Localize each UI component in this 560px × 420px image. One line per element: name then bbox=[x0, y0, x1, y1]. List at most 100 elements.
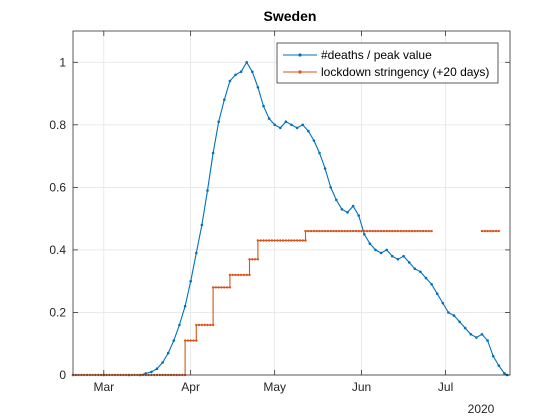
stringency-series-point bbox=[422, 229, 425, 233]
stringency-series-point bbox=[329, 229, 332, 233]
stringency-series-point bbox=[408, 229, 411, 233]
stringency-series-point bbox=[220, 286, 223, 289]
stringency-series-point bbox=[211, 286, 215, 289]
deaths-series-point bbox=[290, 123, 293, 127]
chart-title: Sweden bbox=[264, 8, 317, 24]
stringency-series-point bbox=[237, 273, 240, 277]
deaths-series-point bbox=[155, 367, 159, 371]
stringency-series-point bbox=[354, 229, 358, 233]
y-tick-label: 0.8 bbox=[49, 118, 66, 132]
legend-label: #deaths / peak value bbox=[321, 48, 432, 62]
deaths-series-point bbox=[217, 120, 220, 123]
stringency-series-point bbox=[217, 286, 220, 289]
deaths-series-point bbox=[245, 61, 248, 64]
stringency-series-point bbox=[360, 229, 363, 233]
stringency-series-point bbox=[301, 239, 304, 242]
deaths-series-point bbox=[200, 223, 204, 227]
stringency-series-point bbox=[346, 229, 349, 233]
stringency-series-point bbox=[256, 258, 260, 261]
stringency-series-point bbox=[332, 229, 335, 233]
deaths-series-point bbox=[452, 314, 456, 317]
y-tick-label: 0 bbox=[59, 368, 66, 382]
stringency-series-point bbox=[396, 229, 400, 233]
legend: #deaths / peak value lockdown stringency … bbox=[276, 42, 499, 84]
stringency-series-point bbox=[211, 323, 215, 327]
stringency-series-point bbox=[287, 239, 290, 242]
stringency-series-point bbox=[189, 339, 192, 342]
deaths-series-point bbox=[183, 304, 187, 308]
deaths-series-point bbox=[234, 73, 237, 77]
stringency-series-point bbox=[483, 229, 486, 233]
stringency-series-point bbox=[494, 229, 498, 233]
stringency-series-point bbox=[195, 323, 198, 327]
stringency-series-point bbox=[388, 229, 391, 233]
legend-swatch-marker bbox=[298, 70, 302, 74]
stringency-series-point bbox=[337, 229, 341, 233]
deaths-series-point bbox=[368, 242, 372, 245]
deaths-series-point bbox=[150, 370, 153, 374]
deaths-series-point bbox=[340, 208, 344, 211]
grid-layer bbox=[73, 31, 510, 376]
x-tick-label: May bbox=[263, 380, 286, 394]
deaths-series-point bbox=[424, 276, 428, 280]
deaths-series-point bbox=[323, 167, 327, 170]
axes-box bbox=[72, 30, 511, 376]
stringency-series-point bbox=[281, 239, 285, 242]
deaths-series-point bbox=[195, 251, 198, 255]
stringency-series-point bbox=[186, 339, 190, 342]
stringency-series-point bbox=[402, 229, 405, 233]
deaths-series-point bbox=[346, 211, 349, 214]
deaths-series-point bbox=[469, 333, 473, 336]
stringency-series-point bbox=[335, 229, 338, 233]
deaths-series-point bbox=[413, 267, 417, 271]
stringency-series-point bbox=[262, 239, 265, 242]
deaths-series-point bbox=[391, 254, 394, 258]
stringency-series-point bbox=[312, 229, 316, 233]
deaths-series-point bbox=[284, 120, 288, 123]
deaths-series-point bbox=[407, 261, 411, 264]
stringency-series-point bbox=[489, 229, 492, 233]
deaths-series-point bbox=[166, 351, 170, 355]
deaths-series-point bbox=[357, 214, 361, 217]
stringency-series-point bbox=[321, 229, 324, 233]
stringency-series-point bbox=[430, 229, 433, 233]
deaths-series-point bbox=[318, 151, 321, 155]
stringency-series-point bbox=[377, 229, 380, 233]
stringency-series-point bbox=[410, 229, 414, 233]
stringency-series-point bbox=[480, 229, 484, 233]
stringency-series-point bbox=[195, 339, 198, 342]
stringency-series-point bbox=[267, 239, 271, 242]
deaths-series-point bbox=[223, 98, 226, 102]
stringency-series-point bbox=[242, 273, 246, 277]
stringency-series-point bbox=[307, 229, 310, 233]
stringency-series-point bbox=[486, 229, 489, 233]
deaths-series-point bbox=[239, 70, 243, 73]
stringency-series-point bbox=[239, 273, 243, 277]
deaths-series-point bbox=[267, 117, 271, 120]
stringency-series-point bbox=[405, 229, 408, 233]
stringency-series-point bbox=[256, 239, 260, 242]
deaths-series-point bbox=[312, 139, 316, 142]
stringency-series-point bbox=[279, 239, 282, 242]
deaths-series-point bbox=[463, 326, 467, 330]
stringency-series-point bbox=[251, 258, 254, 261]
deaths-series-point bbox=[351, 204, 355, 208]
deaths-series-point bbox=[256, 86, 260, 89]
y-tick-label: 0.4 bbox=[49, 243, 66, 257]
stringency-series-point bbox=[259, 239, 262, 242]
stringency-series-point bbox=[231, 273, 234, 277]
deaths-series-point bbox=[497, 364, 501, 367]
stringency-series-point bbox=[385, 229, 388, 233]
stringency-series-point bbox=[223, 286, 226, 289]
legend-box bbox=[276, 42, 499, 84]
stringency-series-point bbox=[298, 239, 302, 242]
stringency-series-point bbox=[379, 229, 383, 233]
deaths-series-point bbox=[379, 251, 383, 255]
x-tick-label: Jun bbox=[352, 380, 371, 394]
stringency-series-point bbox=[183, 339, 187, 342]
stringency-series-point bbox=[225, 286, 229, 289]
stringency-series-point bbox=[497, 229, 500, 233]
deaths-series-line bbox=[73, 61, 508, 376]
stringency-series-point bbox=[382, 229, 386, 233]
